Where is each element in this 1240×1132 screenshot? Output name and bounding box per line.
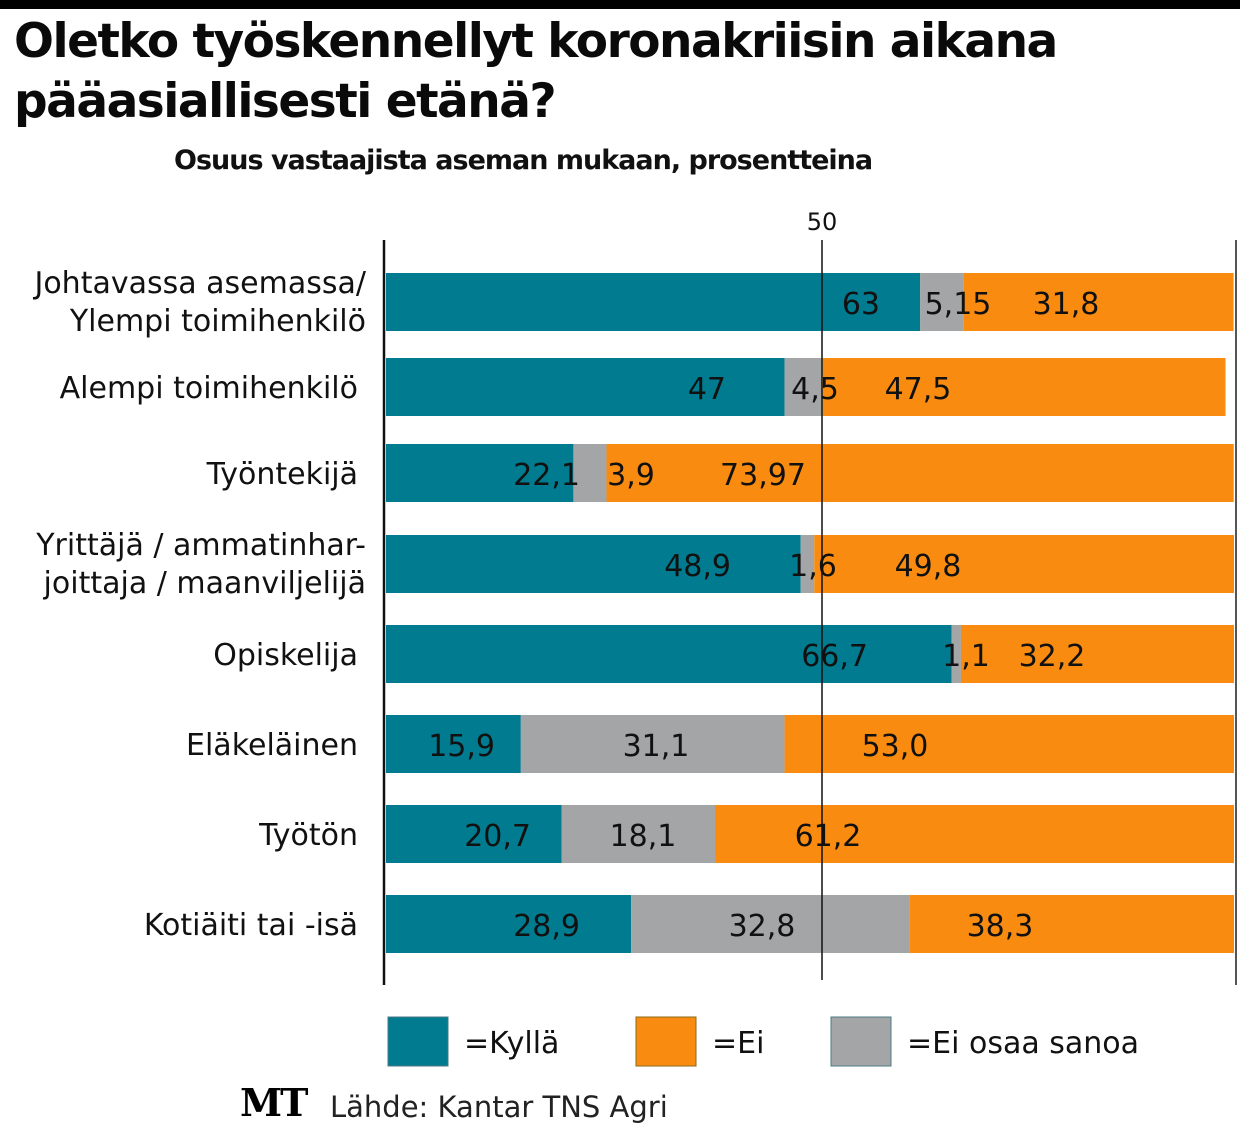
bar-segment-ei: [715, 805, 1234, 863]
legend-swatch-eos: [830, 1016, 892, 1067]
category-label: Alempi toimihenkilö: [60, 371, 358, 406]
category-label: Työntekijä: [206, 457, 358, 492]
bar-segment-kylla: [386, 358, 785, 416]
bar-segment-eos: [520, 715, 785, 773]
bar-segment-eos: [951, 625, 961, 683]
category-label: Johtavassa asemassa/: [32, 266, 366, 301]
bar-segment-kylla: [386, 895, 632, 953]
value-label-kylla: 66,7: [801, 639, 868, 674]
value-label-kylla: 47: [688, 372, 726, 407]
category-label: Työtön: [258, 818, 358, 853]
category-label: Opiskelija: [213, 638, 358, 673]
bar-segment-eos: [784, 358, 823, 416]
value-label-kylla: 20,7: [464, 819, 531, 854]
value-label-eos: 3,9: [607, 458, 655, 493]
value-label-eos: 18,1: [610, 819, 677, 854]
bar-segment-eos: [561, 805, 716, 863]
bar-segment-ei: [784, 715, 1234, 773]
bar-segment-kylla: [386, 273, 921, 331]
value-label-kylla: 15,9: [428, 729, 495, 764]
value-label-ei: 32,2: [1019, 639, 1086, 674]
value-label-eos: 1,6: [789, 549, 837, 584]
value-label-eos: 5,15: [925, 287, 992, 322]
legend-swatch-ei: [635, 1016, 697, 1067]
chart-title: Oletko työskennellyt koronakriisin aikan…: [14, 14, 1058, 129]
value-label-kylla: 48,9: [664, 549, 731, 584]
legend-label-kylla: =Kyllä: [464, 1026, 559, 1061]
category-label: Eläkeläinen: [186, 728, 358, 763]
bar-segment-eos: [631, 895, 910, 953]
bar-segment-kylla: [386, 625, 952, 683]
top-rule: [0, 0, 1240, 9]
bar-segment-ei: [814, 535, 1234, 593]
value-label-ei: 31,8: [1033, 287, 1100, 322]
bar-segment-ei: [909, 895, 1234, 953]
legend-label-eos: =Ei osaa sanoa: [907, 1026, 1139, 1061]
value-label-kylla: 22,1: [513, 458, 580, 493]
bar-segment-kylla: [386, 535, 801, 593]
bar-segment-ei: [822, 358, 1226, 416]
legend-label-ei: =Ei: [712, 1026, 764, 1061]
value-label-eos: 4,5: [791, 372, 839, 407]
value-label-ei: 49,8: [895, 549, 962, 584]
legend-swatch-kylla: [387, 1016, 449, 1067]
x-tick-label: 50: [807, 208, 838, 236]
value-label-eos: 32,8: [729, 909, 796, 944]
bar-segment-eos: [920, 273, 964, 331]
value-label-ei: 73,97: [720, 458, 806, 493]
bar-segment-ei: [606, 444, 1234, 502]
category-label: joittaja / maanviljelijä: [43, 566, 366, 601]
category-label: Ylempi toimihenkilö: [69, 304, 366, 339]
source-note: Lähde: Kantar TNS Agri: [330, 1090, 668, 1124]
bar-segment-kylla: [386, 805, 562, 863]
category-label: Kotiäiti tai -isä: [144, 908, 358, 943]
chart-subtitle: Osuus vastaajista aseman mukaan, prosent…: [174, 145, 873, 176]
mt-logo: MT: [240, 1080, 308, 1125]
bar-segment-ei: [963, 273, 1234, 331]
bar-segment-eos: [573, 444, 607, 502]
category-label: Yrittäjä / ammatinhar-: [35, 528, 366, 563]
bar-segment-kylla: [386, 444, 574, 502]
value-label-kylla: 28,9: [513, 909, 580, 944]
value-label-ei: 53,0: [862, 729, 929, 764]
value-label-ei: 61,2: [795, 819, 862, 854]
value-label-ei: 47,5: [885, 372, 952, 407]
bar-segment-ei: [960, 625, 1234, 683]
bar-segment-kylla: [386, 715, 521, 773]
value-label-ei: 38,3: [967, 909, 1034, 944]
value-label-eos: 1,1: [942, 639, 990, 674]
value-label-eos: 31,1: [623, 729, 690, 764]
bar-segment-eos: [800, 535, 815, 593]
value-label-kylla: 63: [842, 287, 880, 322]
